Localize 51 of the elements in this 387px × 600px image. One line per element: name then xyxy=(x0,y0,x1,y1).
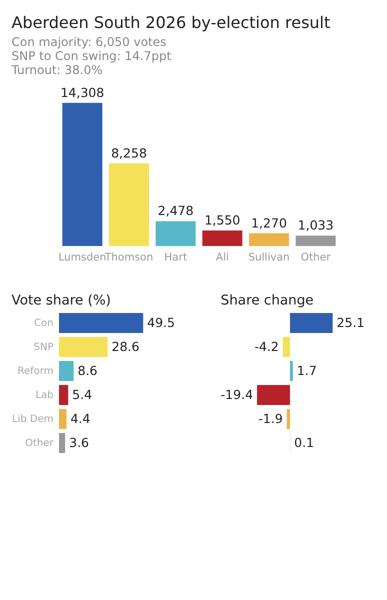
bar xyxy=(59,361,74,381)
data-label: 25.1 xyxy=(336,315,365,330)
bar xyxy=(290,313,333,333)
data-label: -4.2 xyxy=(254,339,279,354)
bar xyxy=(59,385,68,405)
data-label: 5.4 xyxy=(72,387,92,402)
bar xyxy=(59,313,144,333)
data-label: 8.6 xyxy=(78,363,98,378)
chart-title: Share change xyxy=(220,292,314,308)
data-label: 0.1 xyxy=(294,435,314,450)
bar xyxy=(282,337,290,357)
bar xyxy=(156,221,196,246)
data-label: 1,033 xyxy=(298,218,334,233)
y-tick-label: Con xyxy=(34,318,54,329)
data-label: -19.4 xyxy=(220,387,254,402)
bar xyxy=(59,337,108,357)
data-label: 3.6 xyxy=(69,435,90,450)
data-label: 14,308 xyxy=(60,84,104,100)
bar xyxy=(62,102,102,246)
bar xyxy=(257,385,290,405)
bar xyxy=(286,409,290,429)
data-label: 49.5 xyxy=(147,315,175,330)
data-label: 2,478 xyxy=(158,203,194,218)
chart-subtitle: Con majority: 6,050 votes SNP to Con swing: 14.7ppt Turnout: 38.0% xyxy=(10,35,172,77)
y-tick-label: Reform xyxy=(18,366,54,377)
chart-title: Aberdeen South 2026 by-election result xyxy=(12,13,330,32)
bar xyxy=(109,163,149,246)
data-label: -1.9 xyxy=(258,411,283,426)
data-label: 1,550 xyxy=(204,212,240,228)
x-tick-label: Sullivan xyxy=(248,252,290,264)
data-label: 8,258 xyxy=(111,145,147,160)
x-tick-label: Thomson xyxy=(104,252,154,264)
y-tick-label: SNP xyxy=(34,342,54,353)
data-label: 4.4 xyxy=(70,411,90,426)
bar xyxy=(249,233,289,246)
bar xyxy=(59,433,66,453)
y-tick-label: Other xyxy=(25,438,54,449)
y-tick-label: Lib Dem xyxy=(12,414,54,425)
bar xyxy=(202,230,242,246)
chart-title: Vote share (%) xyxy=(12,292,111,308)
x-tick-label: Lumsden xyxy=(58,252,106,264)
bar xyxy=(59,409,66,429)
data-label: 1,270 xyxy=(251,215,287,230)
data-label: 1.7 xyxy=(296,363,317,378)
bar xyxy=(296,236,336,246)
x-tick-label: Ali xyxy=(216,252,229,264)
x-tick-label: Other xyxy=(300,252,332,264)
bar xyxy=(290,361,293,381)
y-tick-label: Lab xyxy=(35,390,54,401)
x-tick-label: Hart xyxy=(164,252,188,264)
data-label: 28.6 xyxy=(112,339,140,354)
